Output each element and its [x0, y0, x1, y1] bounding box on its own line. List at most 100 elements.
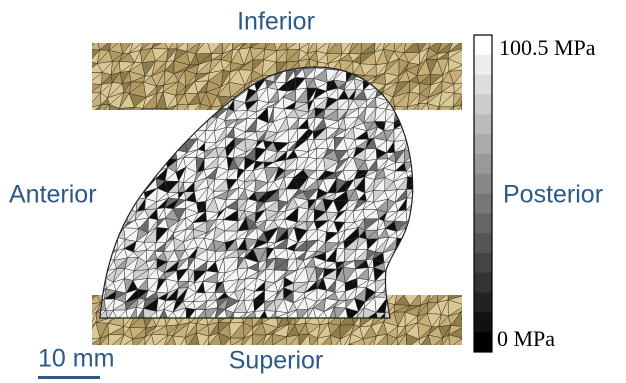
bone-element — [416, 258, 425, 270]
plate-element — [395, 107, 408, 115]
bone-element — [124, 120, 136, 129]
plate-element — [360, 356, 371, 368]
bone-element — [425, 152, 438, 162]
bone-element — [424, 178, 434, 188]
bone-element — [174, 118, 188, 132]
bone-element — [426, 270, 438, 281]
bone-element — [405, 118, 416, 127]
bone-element — [117, 197, 128, 208]
plate-element — [187, 348, 200, 356]
bone-element — [388, 271, 397, 282]
plate-element — [338, 358, 354, 371]
bone-element — [137, 152, 148, 158]
plate-element — [371, 350, 387, 361]
bone-element — [424, 169, 439, 180]
plate-element — [431, 116, 443, 129]
plate-element — [133, 355, 143, 371]
bone-element — [105, 142, 118, 149]
bone-element — [124, 120, 137, 131]
bone-element — [105, 120, 116, 128]
plate-element — [151, 349, 165, 358]
bone-element — [97, 109, 108, 120]
plate-element — [89, 38, 99, 50]
bone-element — [417, 128, 423, 138]
bone-element — [139, 133, 149, 143]
bone-element — [406, 210, 417, 222]
bone-element — [97, 258, 106, 268]
plate-element — [407, 346, 421, 359]
plate-element — [463, 60, 471, 71]
plate-element — [177, 348, 187, 359]
bone-element — [187, 122, 195, 130]
plate-element — [107, 119, 121, 127]
bone-element — [148, 141, 155, 152]
bone-element — [107, 208, 117, 219]
plate-element — [451, 355, 465, 370]
bone-element — [104, 170, 118, 180]
bone-element — [426, 188, 437, 200]
plate-element — [165, 119, 178, 129]
plate-element — [439, 348, 454, 357]
plate-element — [134, 345, 145, 358]
bone-element — [174, 113, 189, 120]
bone-element — [417, 281, 428, 288]
bone-element — [157, 120, 169, 131]
bone-element — [143, 162, 157, 171]
bone-element — [105, 148, 118, 157]
bone-element — [414, 281, 426, 287]
bone-element — [114, 121, 127, 130]
bone-element — [424, 118, 438, 132]
plate-element — [118, 349, 133, 355]
bone-element — [155, 118, 169, 129]
bone-element — [425, 220, 436, 232]
plate-element — [463, 312, 471, 327]
bone-element — [129, 152, 138, 161]
plate-element — [200, 358, 207, 370]
plate-element — [109, 109, 119, 120]
plate-element — [406, 359, 419, 368]
plate-element — [164, 356, 177, 371]
plate-element — [387, 345, 398, 361]
bone-element — [146, 118, 158, 133]
colorbar-step — [474, 94, 492, 114]
plate-element — [207, 348, 222, 359]
bone-element — [167, 138, 178, 149]
plate-element — [143, 358, 152, 371]
colorbar-max-label: 100.5 MPa — [499, 35, 596, 60]
plate-element — [131, 115, 141, 127]
bone-element — [397, 260, 406, 271]
plate-element — [188, 359, 202, 370]
bone-element — [425, 258, 437, 269]
bone-element — [146, 129, 158, 143]
colorbar-step — [474, 134, 492, 154]
bone-element — [118, 181, 127, 191]
plate-element — [462, 338, 474, 346]
bone-element — [407, 128, 418, 140]
bone-element — [418, 209, 426, 218]
plate-element — [371, 356, 387, 369]
bone-element — [168, 109, 177, 119]
plate-element — [461, 104, 472, 118]
plate-element — [472, 360, 483, 369]
scale-bar — [38, 376, 100, 379]
plate-element — [118, 355, 134, 372]
bone-element — [413, 228, 425, 241]
bone-element — [108, 179, 119, 191]
plate-element — [143, 359, 157, 371]
bone-element — [405, 269, 416, 281]
plate-element — [140, 115, 153, 127]
bone-element — [165, 131, 177, 138]
bone-element — [427, 243, 435, 251]
bone-element — [426, 281, 438, 288]
plate-element — [133, 345, 145, 355]
bone-element — [417, 132, 427, 137]
plate-element — [143, 346, 154, 359]
bone-element — [97, 191, 108, 201]
bone-element — [94, 247, 107, 261]
bone-element — [424, 132, 438, 138]
bone-element — [417, 151, 426, 160]
bone-element — [105, 197, 116, 212]
bone-element — [145, 118, 155, 133]
bone-element — [117, 188, 128, 200]
bone-element — [416, 151, 425, 159]
